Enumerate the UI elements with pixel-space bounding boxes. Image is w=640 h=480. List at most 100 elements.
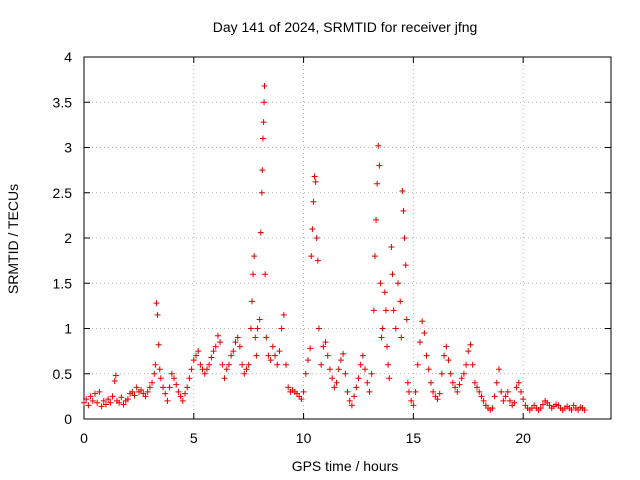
data-point [152,361,159,368]
data-point [386,375,393,382]
data-point [144,388,151,395]
data-point [248,298,255,305]
y-tick-label: 2 [64,230,72,246]
data-point [377,280,384,287]
data-point [489,405,496,412]
data-point [430,388,437,395]
data-point [307,345,314,352]
data-point [381,289,388,296]
data-points [81,82,588,413]
data-point [427,379,434,386]
data-point [465,348,472,355]
y-tick-label: 1.5 [53,275,73,291]
y-tick-label: 4 [64,49,72,65]
data-point [400,207,407,214]
data-point [258,189,265,196]
data-point [274,361,281,368]
data-point [175,388,182,395]
data-point [221,375,228,382]
data-point [190,357,197,364]
data-point [179,397,186,404]
data-point [313,235,320,241]
data-point [335,366,342,373]
data-point [376,162,383,169]
data-point [373,216,380,223]
data-point [315,325,322,332]
data-point [355,375,362,382]
data-point [214,332,221,339]
data-point [225,361,232,368]
data-point [308,253,315,260]
y-tick-label: 2.5 [53,185,73,201]
data-point [309,225,316,232]
data-point [324,352,331,359]
data-point [208,354,215,361]
data-point [164,397,171,404]
data-point [500,397,507,404]
data-point [353,384,360,391]
data-point [234,334,241,341]
data-point [251,253,258,260]
data-point [398,334,405,341]
data-point [162,390,169,397]
data-point [371,253,378,260]
data-point [267,357,274,364]
data-point [370,307,377,314]
data-point [333,379,340,386]
data-point [83,396,90,403]
data-point [344,388,351,395]
data-point [280,311,287,318]
data-point [109,393,116,400]
data-point [414,361,421,368]
data-point [405,388,412,395]
x-tick-label: 0 [80,430,88,446]
data-point [340,350,347,357]
data-point [491,393,498,400]
data-point [436,390,443,397]
data-point [463,361,470,368]
data-point [105,396,112,403]
data-point [474,384,481,391]
data-point [452,384,459,391]
tick-labels: 0 5 10 15 20 0 0.5 1 1.5 2 2.5 3 3.5 4 [53,49,532,446]
data-point [269,343,276,350]
data-point [539,401,546,408]
data-point [460,370,467,377]
data-point [378,334,385,341]
data-point [322,339,329,346]
data-point [168,370,175,377]
data-point [441,352,448,359]
data-point [366,388,373,395]
axis-ticks [83,56,611,420]
y-tick-label: 1 [64,321,72,337]
data-point [241,370,248,377]
data-point [364,379,371,386]
data-point [131,392,138,399]
data-point [177,393,184,400]
y-tick-label: 0 [64,411,72,427]
data-point [124,396,131,403]
x-axis-label: GPS time / hours [292,458,399,474]
data-point [173,381,180,388]
data-point [456,381,463,388]
data-point [81,399,87,406]
data-point [410,402,417,409]
data-point [118,394,125,401]
data-point [374,180,381,187]
data-point [89,397,96,404]
data-point [151,370,158,377]
data-point [149,379,156,386]
data-point [515,379,522,386]
data-point [458,375,465,382]
data-point [320,343,327,350]
data-point [520,396,527,403]
data-point [416,339,423,346]
data-point [188,366,195,373]
data-point [129,388,136,395]
data-point [443,343,450,350]
data-point [285,384,292,391]
data-point [217,339,224,346]
data-point [302,370,309,377]
data-point [310,198,317,205]
data-point [517,388,524,395]
